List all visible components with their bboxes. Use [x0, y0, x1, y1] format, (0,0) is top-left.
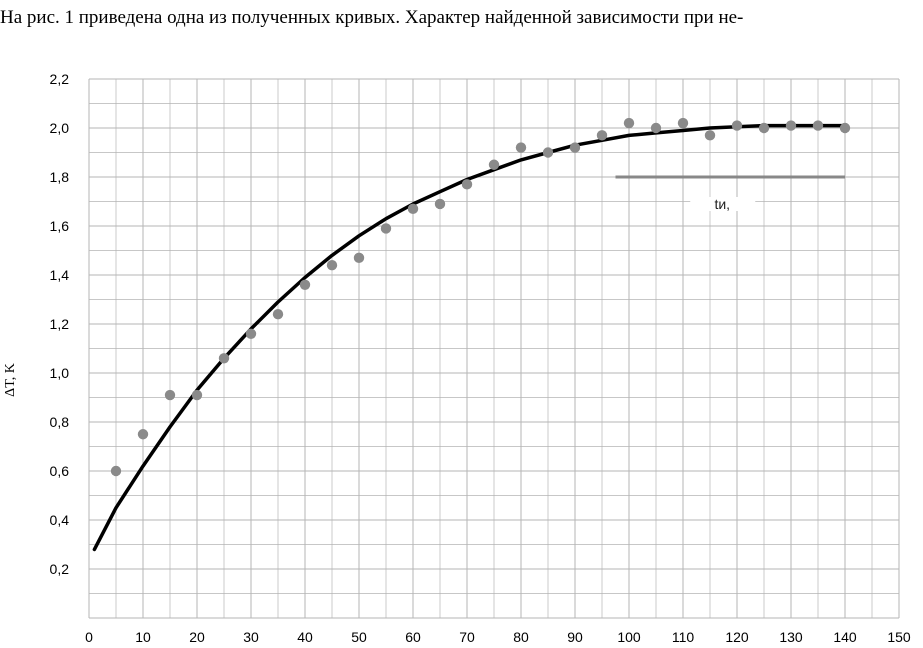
data-point [515, 142, 527, 153]
data-point [569, 142, 581, 153]
y-tick-label: 0,6 [50, 463, 70, 479]
y-tick-label: 0,8 [50, 414, 70, 430]
data-point [704, 130, 716, 141]
data-point [110, 465, 122, 477]
data-point [542, 147, 554, 158]
x-tick-label: 80 [513, 629, 529, 645]
x-tick-label: 110 [672, 629, 695, 645]
y-tick-label: 2,0 [50, 120, 70, 136]
y-tick-label: 2,2 [50, 71, 70, 87]
x-tick-label: 20 [189, 629, 205, 645]
y-tick-label: 0,2 [50, 561, 70, 577]
x-tick-label: 60 [405, 629, 421, 645]
data-point [137, 429, 149, 440]
x-tick-label: 40 [297, 629, 313, 645]
chart-grid [88, 78, 900, 619]
y-tick-label: 1,8 [50, 169, 70, 185]
y-axis-ticks: 0,2 0,4 0,6 0,8 1,0 1,2 1,4 1,6 1,8 2,0 2,2 [50, 71, 70, 577]
fit-curve [92, 123, 847, 552]
x-tick-label: 10 [135, 629, 151, 645]
data-point [677, 117, 689, 129]
data-point [812, 120, 824, 131]
x-tick-label: 150 [887, 629, 911, 645]
data-point [353, 252, 365, 264]
annotation-label: tи, [714, 196, 730, 212]
annotation-group: tи, [615, 175, 845, 212]
x-tick-label: 130 [779, 629, 803, 645]
data-point [731, 120, 743, 131]
x-axis-ticks: 0 10 20 30 40 50 60 70 80 90 100 110 120 130 140 150 [85, 629, 911, 645]
data-point [407, 203, 419, 215]
data-point [488, 159, 500, 170]
y-tick-label: 1,6 [50, 218, 70, 234]
data-point [434, 198, 446, 210]
x-tick-label: 100 [617, 629, 641, 645]
data-points-group [110, 117, 851, 477]
fit-curve-group [92, 123, 847, 552]
x-tick-label: 50 [351, 629, 367, 645]
x-tick-label: 90 [567, 629, 583, 645]
y-tick-label: 0,4 [50, 512, 70, 528]
data-point [299, 279, 311, 290]
x-tick-label: 30 [243, 629, 259, 645]
y-axis-label: ΔT, K [3, 363, 18, 397]
data-point [758, 122, 770, 134]
y-tick-label: 1,2 [50, 316, 70, 332]
data-point [245, 328, 257, 339]
data-point [623, 117, 635, 129]
x-tick-label: 0 [85, 629, 93, 645]
data-point [650, 122, 662, 134]
data-point [326, 260, 338, 271]
x-tick-label: 70 [459, 629, 475, 645]
data-point [785, 120, 797, 131]
data-point [380, 223, 392, 234]
y-tick-label: 1,4 [50, 267, 70, 283]
data-point [272, 309, 284, 320]
data-point [218, 353, 230, 364]
data-point [839, 122, 851, 134]
x-tick-label: 120 [725, 629, 749, 645]
data-point [164, 389, 176, 401]
data-point [191, 389, 203, 401]
data-point [461, 179, 473, 190]
header-text: На рис. 1 приведена одна из полученных к… [0, 7, 744, 28]
data-point [596, 130, 608, 141]
y-tick-label: 1,0 [50, 365, 70, 381]
x-tick-label: 140 [833, 629, 857, 645]
